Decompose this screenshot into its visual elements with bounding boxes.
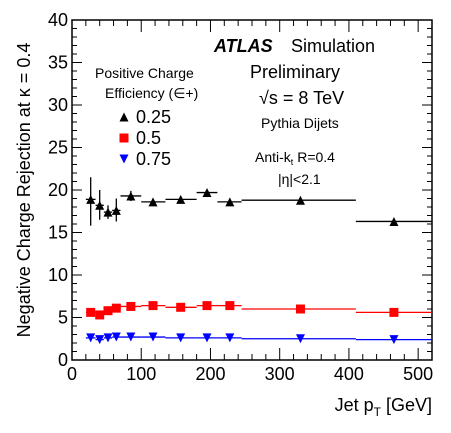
x-tick-label: 500 [403,364,433,384]
legend-label: 0.5 [136,128,161,148]
data-point [295,304,305,314]
jet-algo-sub: t [291,157,294,167]
y-tick-label: 35 [48,53,68,73]
legend-title-line2: Efficiency (∈+) [105,85,198,101]
x-axis-title-sub: T [374,405,382,419]
y-tick-labels: 0 5 10 15 20 25 30 35 40 [48,10,68,370]
series-2 [85,332,432,345]
y-tick-label: 15 [48,223,68,243]
x-axis-title-main: Jet p [335,395,374,415]
jet-radius: R=0.4 [293,149,335,165]
data-point [126,332,136,342]
preliminary-label: Preliminary [250,62,340,82]
data-point [103,333,113,343]
data-point [103,207,113,217]
data-point [225,197,235,207]
y-tick-label: 20 [48,180,68,200]
generator-label: Pythia Dijets [261,115,339,131]
data-point [148,332,158,342]
data-point [202,333,212,343]
x-tick-labels: 0 100 200 300 400 500 [67,364,433,384]
data-point [225,333,235,343]
x-tick-label: 200 [195,364,225,384]
atlas-label: ATLAS [213,36,273,56]
y-tick-label: 30 [48,95,68,115]
data-point [86,333,96,343]
data-point [202,301,212,311]
x-axis-title: Jet pT [GeV] [335,395,432,419]
data-point [148,197,158,207]
data-point [111,205,121,215]
data-point [111,332,121,342]
data-point [126,191,136,201]
legend-marker [119,112,129,122]
y-tick-label: 0 [58,350,68,370]
x-axis-title-unit: [GeV] [381,395,432,415]
data-point [389,216,399,226]
y-axis-title: Negative Charge Rejection at κ = 0.4 [14,43,34,338]
axis-ticks [71,19,433,361]
x-tick-label: 300 [265,364,295,384]
data-point [295,334,305,344]
energy-label: √s = 8 TeV [259,88,344,108]
data-point [176,194,186,204]
legend-marker [119,154,129,164]
legend-label: 0.25 [136,107,171,127]
data-point [86,194,96,204]
series-group [85,177,432,345]
y-tick-label: 5 [58,308,68,328]
data-point [95,310,105,320]
y-tick-label: 25 [48,138,68,158]
data-point [225,301,235,311]
x-tick-label: 100 [126,364,156,384]
eta-cut-label: |η|<2.1 [278,171,321,187]
data-point [176,302,186,312]
data-point [126,301,136,311]
data-point [148,301,158,311]
x-tick-label: 0 [67,364,77,384]
jet-algo-main: Anti-k [255,149,292,165]
series-0 [85,177,432,226]
data-point [389,335,399,345]
y-tick-label: 40 [48,10,68,30]
series-1 [85,301,432,320]
atlas-suffix: Simulation [291,36,375,56]
data-point [111,303,121,313]
data-point [86,307,96,317]
jet-algo-label: Anti-kt R=0.4 [255,149,335,167]
legend-title-line1: Positive Charge [95,65,194,81]
data-point [389,307,399,317]
x-tick-label: 400 [334,364,364,384]
data-point [95,335,105,345]
data-point [202,188,212,198]
y-tick-label: 10 [48,265,68,285]
data-point [176,333,186,343]
data-point [103,306,113,316]
data-point [95,200,105,210]
legend-label: 0.75 [136,149,171,169]
legend-marker [119,133,129,143]
data-point [295,195,305,205]
legend: 0.250.50.75 [119,107,171,169]
